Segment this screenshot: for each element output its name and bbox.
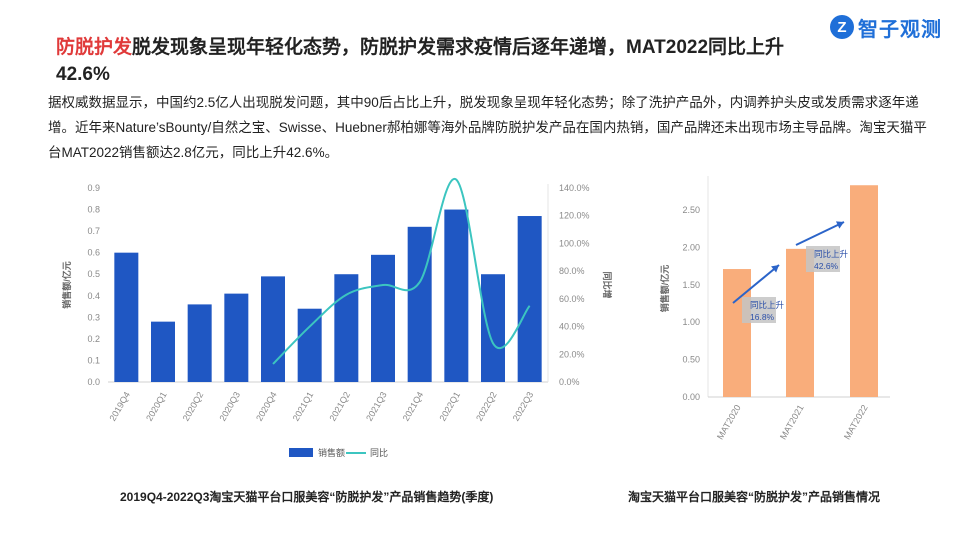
chart2-annotation-box [742,297,776,323]
chart2-y-tick: 0.50 [682,355,700,365]
chart1-y2-tick: 60.0% [559,294,585,304]
chart1-y-tick: 0.0 [87,377,100,387]
page-title: 防脱护发脱发现象呈现年轻化态势，防脱护发需求疫情后逐年递增，MAT2022同比上… [56,34,816,88]
chart1-x-tick: 2021Q2 [327,390,352,423]
chart1-bar [481,274,505,382]
legend-sales-label: 销售额 [318,447,345,458]
chart2-annotation-prefix: 同比上升 [750,300,785,310]
chart2-bar [723,269,751,397]
chart1-y-tick: 0.5 [87,269,100,279]
chart1-y2-label: 同比增 [602,271,613,298]
chart1-y2-tick: 100.0% [559,238,590,248]
chart1-x-tick: 2021Q1 [291,390,316,423]
chart1-y2-tick: 140.0% [559,183,590,193]
chart2-y-tick: 2.00 [682,242,700,252]
chart2-annotation-prefix: 同比上升 [814,249,849,259]
chart1-x-tick: 2021Q3 [364,390,389,423]
title-line2: 42.6% [56,64,110,85]
chart1-bar [224,293,249,382]
chart1-y2-tick: 80.0% [559,266,585,276]
chart1-bar [297,308,322,382]
chart1-bar [517,216,542,382]
brand-logo: Z 智子观测 [830,12,942,42]
chart1-y2-tick: 0.0% [559,377,580,387]
chart1-y-tick: 0.4 [87,291,100,301]
chart1-bar [151,321,175,382]
chart1-y-tick: 0.6 [87,248,100,258]
chart1-y-tick: 0.1 [87,355,100,365]
chart1-bar [444,209,469,382]
title-highlight: 防脱护发 [56,37,133,58]
chart2-y-label: 销售额/亿元 [659,265,670,313]
chart2-y-tick: 1.50 [682,280,700,290]
chart1-y2-tick: 40.0% [559,322,585,332]
chart2-arrowhead-icon [835,221,844,229]
chart2-growth-arrow [795,221,845,246]
chart1-x-tick: 2022Q2 [474,390,499,423]
chart1-x-tick: 2022Q3 [511,390,536,423]
chart1-x-tick: 2020Q2 [181,390,206,423]
chart1-y-tick: 0.8 [87,205,100,215]
chart1-bar [261,276,285,382]
chart1-x-tick: 2020Q3 [217,390,242,423]
chart1-bar [114,252,139,382]
chart1-y-tick: 0.3 [87,312,100,322]
chart2-annotation-value: 16.8% [750,312,775,322]
chart1-bar [407,226,432,382]
chart2-caption: 淘宝天猫平台口服美容“防脱护发”产品销售情况 [628,490,881,504]
chart2-x-tick: MAT2021 [778,403,806,441]
chart1-bar [334,274,359,382]
logo-mark-icon: Z [830,15,854,39]
chart1-x-tick: 2020Q4 [254,390,279,423]
chart2-annotation-value: 42.6% [814,261,839,271]
chart2-arrowhead-icon [771,265,779,273]
chart1-y-tick: 0.2 [87,334,100,344]
chart2-annotation-box [806,246,840,272]
chart1-y2-tick: 20.0% [559,349,585,359]
chart1-y-tick: 0.9 [87,183,100,193]
chart1-x-tick: 2021Q4 [401,390,426,423]
chart2-x-tick: MAT2022 [842,403,870,441]
chart1-y-tick: 0.7 [87,226,100,236]
chart1-y-label: 销售额/亿元 [61,261,72,309]
chart2-y-tick: 2.50 [682,205,700,215]
logo-text: 智子观测 [858,18,942,41]
legend-yoy-label: 同比 [370,447,388,458]
chart1-x-tick: 2022Q1 [437,390,462,423]
chart1-bar [371,254,395,382]
chart2-bar [786,248,814,397]
chart1-y2-tick: 120.0% [559,211,590,221]
chart1-caption: 2019Q4-2022Q3淘宝天猫平台口服美容“防脱护发”产品销售趋势(季度) [120,490,494,504]
chart1-bar [187,304,212,382]
chart2-growth-arrow [732,264,780,304]
chart2-y-tick: 1.00 [682,317,700,327]
chart2-x-tick: MAT2020 [715,403,743,441]
description-paragraph: 据权威数据显示，中国约2.5亿人出现脱发问题，其中90后占比上升，脱发现象呈现年… [48,95,927,160]
chart1-x-tick: 2019Q4 [107,390,132,423]
chart1-x-tick: 2020Q1 [144,390,169,423]
chart1-yoy-line [272,178,531,365]
title-rest: 脱发现象呈现年轻化态势，防脱护发需求疫情后逐年递增，MAT2022同比上升 [132,37,785,58]
legend-sales-swatch [289,448,313,457]
chart2-bar [850,185,878,397]
chart2-y-tick: 0.00 [682,392,700,402]
